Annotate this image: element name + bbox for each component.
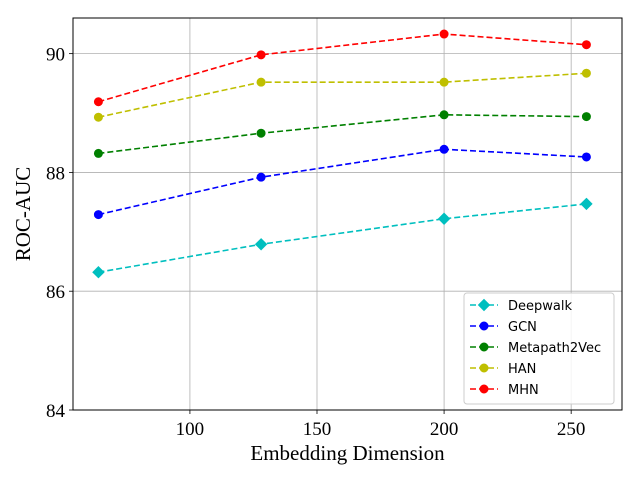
- data-point-metapath2vec-200: [439, 110, 449, 120]
- y-tick-label-88: 88: [46, 163, 65, 184]
- plot-area-frame: [72, 17, 623, 411]
- axis-ticks: 100 150 200 250 84 86 88 90: [46, 45, 585, 440]
- series-line-deepwalk: [98, 203, 587, 273]
- series-gcn: [93, 144, 591, 220]
- legend-marker-deepwalk: [477, 298, 491, 312]
- legend-entry-mhn: MHN: [470, 383, 539, 398]
- data-point-deepwalk-200: [437, 212, 451, 225]
- legend-marker-gcn: [479, 321, 489, 331]
- legend-label-metapath2vec: Metapath2Vec: [508, 341, 601, 356]
- legend-entry-deepwalk: Deepwalk: [470, 298, 572, 314]
- series-metapath2vec: [93, 110, 591, 158]
- series-layer: [92, 29, 593, 279]
- data-point-gcn-200: [439, 144, 449, 154]
- legend-entry-han: HAN: [470, 362, 536, 377]
- data-point-deepwalk-64: [92, 265, 105, 279]
- data-point-mhn-256: [581, 40, 591, 50]
- series-line-gcn: [98, 148, 587, 216]
- data-point-metapath2vec-64: [93, 148, 103, 158]
- series-mhn: [93, 29, 591, 107]
- series-deepwalk: [92, 197, 593, 279]
- legend-label-gcn: GCN: [508, 320, 537, 335]
- legend: Deepwalk GCN Metapath2Vec HAN MHN: [463, 292, 615, 405]
- legend-marker-mhn: [479, 384, 489, 394]
- legend-label-mhn: MHN: [508, 383, 539, 398]
- legend-label-han: HAN: [508, 362, 536, 377]
- data-point-mhn-200: [439, 29, 449, 39]
- data-point-metapath2vec-128: [256, 128, 266, 138]
- data-point-mhn-128: [256, 50, 266, 60]
- data-point-han-128: [256, 77, 266, 87]
- data-point-deepwalk-128: [254, 238, 268, 251]
- series-line-mhn: [98, 33, 587, 103]
- legend-label-deepwalk: Deepwalk: [508, 299, 572, 314]
- series-han: [93, 68, 591, 122]
- x-tick-label-200: 200: [430, 419, 459, 440]
- legend-box: [463, 292, 615, 405]
- series-line-metapath2vec: [98, 114, 587, 155]
- y-tick-label-84: 84: [46, 401, 66, 422]
- y-tick-label-90: 90: [46, 45, 65, 66]
- data-point-deepwalk-256: [580, 197, 593, 211]
- y-axis-label: ROC-AUC: [11, 167, 35, 262]
- data-point-gcn-256: [581, 152, 591, 162]
- data-point-gcn-64: [93, 210, 103, 220]
- data-point-mhn-64: [93, 97, 103, 107]
- x-tick-label-150: 150: [303, 419, 332, 440]
- legend-entry-gcn: GCN: [470, 320, 537, 335]
- legend-entry-metapath2vec: Metapath2Vec: [470, 341, 601, 356]
- series-line-han: [98, 72, 587, 118]
- data-point-gcn-128: [256, 172, 266, 182]
- x-axis-label: Embedding Dimension: [250, 441, 445, 465]
- data-point-han-200: [439, 77, 449, 87]
- x-tick-label-100: 100: [176, 419, 205, 440]
- y-tick-label-86: 86: [46, 282, 65, 303]
- data-point-han-64: [93, 112, 103, 122]
- data-point-han-256: [581, 68, 591, 78]
- legend-marker-han: [479, 363, 489, 373]
- legend-marker-metapath2vec: [479, 342, 489, 352]
- data-point-metapath2vec-256: [581, 112, 591, 122]
- x-tick-label-250: 250: [557, 419, 586, 440]
